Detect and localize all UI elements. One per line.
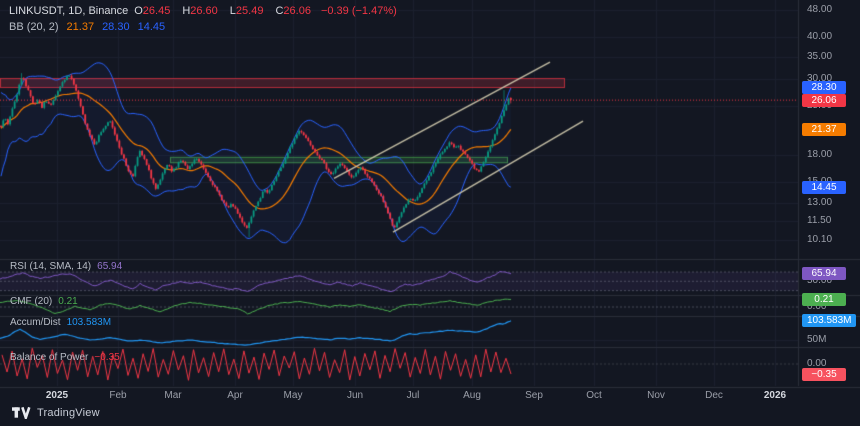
close-value: 26.06 bbox=[283, 5, 311, 17]
price-tick-label: 10.10 bbox=[807, 234, 833, 246]
accum-dist-label: Accum/Dist bbox=[10, 317, 61, 328]
symbol-title[interactable]: LINKUSDT, 1D, Binance bbox=[9, 5, 129, 17]
price-tick-label: 13.00 bbox=[807, 196, 833, 208]
price-tick-label: 48.00 bbox=[807, 4, 833, 15]
rsi-label: RSI (14, SMA, 14) bbox=[10, 261, 92, 272]
cmf-legend[interactable]: CMF (20) 0.21 bbox=[10, 296, 78, 307]
month-label-jun: Jun bbox=[346, 390, 364, 401]
low-value: 25.49 bbox=[235, 5, 264, 17]
high-value: 26.60 bbox=[190, 5, 218, 17]
ad-tick-label: 50M bbox=[807, 334, 827, 345]
symbol-legend[interactable]: LINKUSDT, 1D, Binance O26.45 H26.60 L25.49 C… bbox=[9, 5, 397, 17]
month-label-aug: Aug bbox=[463, 390, 481, 401]
high-label: H bbox=[182, 5, 191, 17]
accum-dist-badge: 103.583M bbox=[802, 314, 857, 328]
close-label: C bbox=[275, 5, 284, 17]
accum-dist-legend[interactable]: Accum/Dist 103.583M bbox=[10, 317, 111, 328]
tradingview-logo[interactable]: TradingView bbox=[12, 406, 100, 419]
month-label-dec: Dec bbox=[705, 390, 723, 401]
month-label-mar: Mar bbox=[164, 390, 182, 401]
open-value: 26.45 bbox=[142, 5, 171, 17]
bop-label: Balance of Power bbox=[10, 352, 89, 363]
accum-dist-value: 103.583M bbox=[66, 317, 112, 328]
month-label-nov: Nov bbox=[647, 390, 665, 401]
bb-upper-value: 28.30 bbox=[102, 21, 130, 33]
month-label-2026: 2026 bbox=[763, 390, 787, 401]
low-label: L bbox=[229, 5, 236, 17]
price-tick-label: 30.00 bbox=[807, 73, 833, 85]
change-value: −0.39 (−1.47%) bbox=[320, 5, 397, 17]
month-label-may: May bbox=[283, 390, 303, 401]
rsi-legend[interactable]: RSI (14, SMA, 14) 65.94 bbox=[10, 261, 122, 272]
cmf-value: 0.21 bbox=[58, 296, 78, 307]
time-axis[interactable]: 2025 Feb Mar Apr May Jun Jul Aug Sep Oct Nov Dec 202… bbox=[0, 387, 798, 404]
month-label-jul: Jul bbox=[406, 390, 420, 401]
month-label-apr: Apr bbox=[227, 390, 243, 401]
bb-lower-badge: 14.45 bbox=[802, 180, 846, 194]
open-label: O bbox=[134, 5, 143, 17]
price-tick-label: 18.00 bbox=[807, 148, 833, 160]
price-tick-label: 40.00 bbox=[807, 30, 833, 42]
rsi-badge: 65.94 bbox=[802, 267, 846, 281]
tradingview-logo-icon bbox=[12, 406, 31, 419]
cmf-badge: 0.21 bbox=[802, 292, 846, 306]
cmf-label: CMF (20) bbox=[10, 296, 53, 307]
bb-basis-value: 21.37 bbox=[66, 21, 95, 33]
last-price-badge: 26.06 bbox=[802, 93, 846, 107]
bop-legend[interactable]: Balance of Power −0.35 bbox=[10, 352, 120, 363]
tradingview-logo-text: TradingView bbox=[37, 406, 100, 419]
price-tick-label: 35.00 bbox=[807, 50, 833, 62]
month-label-sep: Sep bbox=[525, 390, 543, 401]
price-axis[interactable]: 48.0040.0035.0030.0025.0018.0015.0013.00… bbox=[799, 0, 860, 386]
rsi-value: 65.94 bbox=[97, 261, 123, 272]
cmf-tick-label: 0.00 bbox=[807, 301, 827, 312]
month-label-2025: 2025 bbox=[45, 390, 69, 401]
month-label-oct: Oct bbox=[586, 390, 602, 401]
bb-lower-value: 14.45 bbox=[137, 21, 166, 33]
bop-badge: −0.35 bbox=[802, 367, 846, 381]
bb-name: BB (20, 2) bbox=[9, 21, 59, 33]
rsi-tick-label: 50.00 bbox=[807, 275, 833, 287]
price-tick-label: 11.50 bbox=[807, 214, 832, 226]
bb-upper-badge: 28.30 bbox=[802, 81, 846, 95]
bollinger-legend[interactable]: BB (20, 2) 21.37 28.30 14.45 bbox=[9, 21, 165, 33]
month-label-feb: Feb bbox=[109, 390, 127, 401]
bop-tick-label: 0.00 bbox=[807, 358, 827, 369]
bb-basis-badge: 21.37 bbox=[802, 122, 846, 136]
bop-value: −0.35 bbox=[94, 352, 120, 363]
